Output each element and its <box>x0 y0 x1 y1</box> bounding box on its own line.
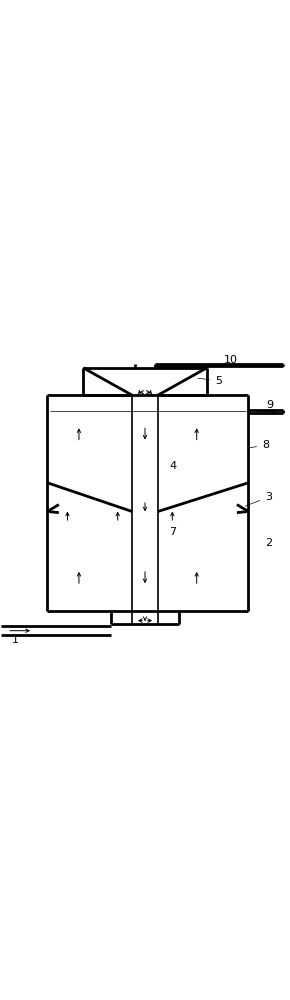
Text: 5: 5 <box>198 376 222 386</box>
Text: 9: 9 <box>267 400 273 410</box>
Text: 2: 2 <box>265 538 272 548</box>
Text: 1: 1 <box>12 635 19 645</box>
Text: 4: 4 <box>169 461 177 471</box>
Text: 7: 7 <box>169 527 177 537</box>
Text: 3: 3 <box>245 492 272 506</box>
Text: 10: 10 <box>224 355 238 365</box>
Text: 8: 8 <box>248 440 269 450</box>
